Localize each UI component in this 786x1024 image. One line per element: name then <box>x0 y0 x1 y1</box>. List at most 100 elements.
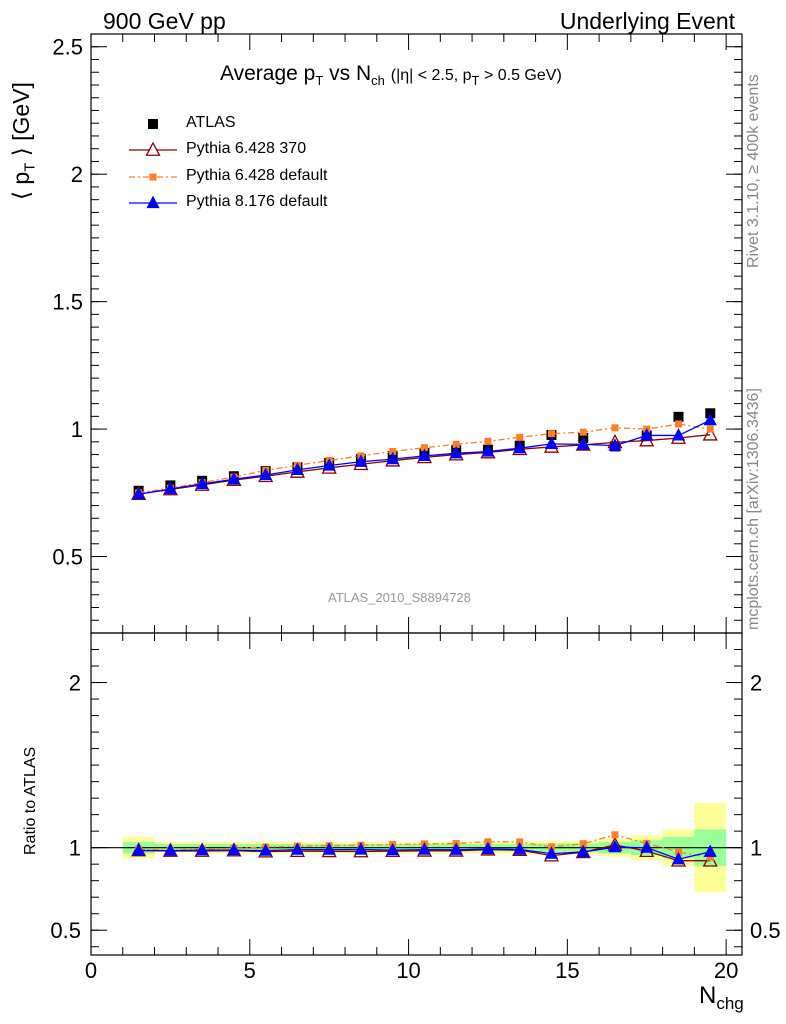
main-ytick-label: 2.5 <box>52 35 83 60</box>
ylabel-a: ⟨ p <box>8 171 34 200</box>
py8-point <box>576 437 590 450</box>
title-cuts-a: (|η| < 2.5, p <box>390 67 472 84</box>
xtick-label: 15 <box>555 958 579 983</box>
legend-marker-py8-default <box>146 195 160 209</box>
rivet-info: Rivet 3.1.10, ≥ 400k events <box>745 74 762 268</box>
ratio-py8-point <box>449 842 463 855</box>
ratio-py8-point <box>322 842 336 855</box>
legend-markers <box>129 119 177 209</box>
py8-point <box>290 462 304 475</box>
title-main: Average p <box>220 62 316 85</box>
legend-entry-atlas: ATLAS <box>186 114 236 131</box>
ratio-y-axis-label: Ratio to ATLAS <box>22 746 39 855</box>
ratio-py8-point <box>386 842 400 856</box>
py6-default-point <box>706 425 714 433</box>
xtick-label: 0 <box>85 958 97 983</box>
py8-point <box>449 445 463 459</box>
header-collision: 900 GeV pp <box>103 8 226 34</box>
ratio-py8-point <box>481 841 495 855</box>
xtick-label: 10 <box>396 958 420 983</box>
xlabel-sub: chg <box>716 993 744 1013</box>
ratio-py8-point <box>290 842 304 855</box>
xtick-label: 5 <box>244 958 256 983</box>
header-analysis: Underlying Event <box>559 8 735 34</box>
py6-default-point <box>611 424 619 432</box>
py8-point <box>703 412 717 426</box>
legend-marker-py6-default <box>149 173 157 181</box>
py6-default-point <box>547 430 555 438</box>
py8-point <box>259 467 273 481</box>
py8-point <box>608 438 622 451</box>
ratio-py6-default-point <box>611 831 619 839</box>
py8-point <box>544 436 559 449</box>
ratio-ytick-label: 0.5 <box>50 918 81 943</box>
py6-default-point <box>516 433 524 441</box>
atlas-point <box>673 411 684 422</box>
py6-default-point <box>452 440 460 448</box>
reference-label: ATLAS_2010_S8894728 <box>328 590 471 605</box>
py6-default-point <box>579 428 587 436</box>
x-axis-label: Nchg <box>699 982 744 1014</box>
ratio-py6-default-point <box>706 853 714 861</box>
ratio-ytick-label: 1 <box>69 836 81 861</box>
ratio-py8-point <box>132 843 146 856</box>
py6-default-point <box>389 448 397 456</box>
main-ytick-label: 1 <box>71 417 83 442</box>
ratio-py8-point <box>195 842 209 856</box>
py8-point <box>417 448 432 461</box>
main-y-axis-label: ⟨ pT ⟩ [GeV] <box>8 82 39 200</box>
legend-entry-py8-default: Pythia 8.176 default <box>186 193 328 210</box>
title-vs: vs N <box>323 62 372 85</box>
main-ytick-label: 0.5 <box>52 545 83 570</box>
py8-point <box>195 476 209 489</box>
ratio-py8-point <box>163 843 177 856</box>
xtick-label: 20 <box>714 958 738 983</box>
ratio-ytick-label-right: 0.5 <box>750 918 781 943</box>
py8-point <box>671 428 686 441</box>
chart-title: Average pT vs Nch (|η| < 2.5, pT > 0.5 G… <box>220 62 562 88</box>
py6-370-point <box>702 426 718 441</box>
py8-point <box>481 444 495 457</box>
legend-marker-py6-370 <box>145 141 161 156</box>
py8-point <box>227 471 241 485</box>
ratio-py8-point <box>703 844 717 857</box>
ylabel-b: ⟩ [GeV] <box>8 82 34 163</box>
legend-marker-atlas <box>148 119 158 129</box>
main-series-group <box>131 408 718 500</box>
py8-point <box>354 454 368 467</box>
axis-ticks: 0.5 1 1.5 2 2.5 0 5 10 15 20 0.5 0.5 1 1 2 2 <box>50 34 781 983</box>
main-ytick-label: 2 <box>71 162 83 187</box>
ylabel-sub: T <box>21 162 39 172</box>
ratio-py8-point <box>513 842 527 855</box>
ratio-py8-point <box>259 843 273 856</box>
py8-point <box>163 481 177 495</box>
ratio-py8-point <box>576 844 590 858</box>
ratio-py8-point <box>608 839 622 853</box>
ratio-py8-point <box>227 842 241 856</box>
ratio-py8-point <box>417 842 432 855</box>
py8-point <box>640 428 654 441</box>
ratio-ytick-label-right: 1 <box>750 836 762 861</box>
py6-default-point <box>484 437 492 445</box>
ratio-py8-point <box>354 842 368 855</box>
ratio-ytick-label-right: 2 <box>750 671 762 696</box>
legend-entry-py6-default: Pythia 6.428 default <box>186 167 328 184</box>
title-cuts-sub: T <box>471 73 480 89</box>
py8-point <box>513 440 527 454</box>
py8-point <box>132 486 146 500</box>
title-vs-sub: ch <box>371 73 385 89</box>
title-main-sub: T <box>315 73 324 89</box>
ratio-py8-point <box>544 846 559 859</box>
main-line-1 <box>138 434 711 495</box>
xlabel-a: N <box>699 982 717 1009</box>
py6-default-point <box>420 444 428 452</box>
ratio-py8-point <box>671 851 686 865</box>
ratio-py6-default-point <box>516 838 524 846</box>
ratio-py8-point <box>640 840 654 853</box>
legend-entry-py6-370: Pythia 6.428 370 <box>186 140 307 157</box>
py6-default-point <box>674 420 682 428</box>
ratio-ytick-label: 2 <box>69 671 81 696</box>
ratio-series-group <box>131 831 718 867</box>
main-ytick-label: 1.5 <box>52 290 83 315</box>
